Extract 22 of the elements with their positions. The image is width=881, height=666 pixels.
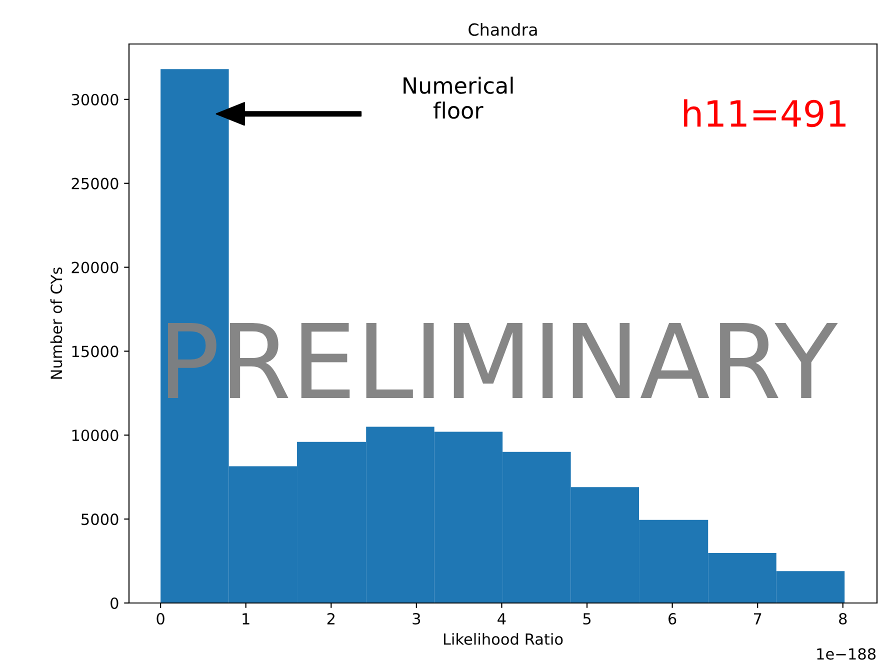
y-tick-label: 20000 xyxy=(72,262,118,274)
x-tick-label: 0 xyxy=(156,612,164,625)
chart-title: Chandra xyxy=(468,23,537,36)
x-tick-label: 6 xyxy=(668,612,676,625)
y-tick-label: 25000 xyxy=(72,178,118,190)
annotation: Numerical floor xyxy=(404,76,513,119)
x-tick-label: 7 xyxy=(754,613,762,624)
y-tick-label: 0 xyxy=(110,597,118,610)
x-tick-label: 2 xyxy=(327,612,334,624)
x-tick-label: 3 xyxy=(412,612,420,625)
x-tick-label: 1 xyxy=(242,613,250,624)
y-axis-title: Number of CYs xyxy=(50,267,62,379)
y-tick-label: 15000 xyxy=(72,346,118,358)
text: 1e−188 xyxy=(817,648,876,660)
y-tick-label: 5000 xyxy=(82,514,118,526)
y-tick-label: 10000 xyxy=(72,430,118,442)
x-tick-label: 5 xyxy=(583,613,591,625)
x-tick-label: 4 xyxy=(498,613,506,624)
annotation: h11=491 xyxy=(684,99,846,128)
x-tick-label: 8 xyxy=(839,612,847,625)
y-tick-label: 30000 xyxy=(72,94,118,106)
x-axis-title: Likelihood Ratio xyxy=(444,633,563,645)
